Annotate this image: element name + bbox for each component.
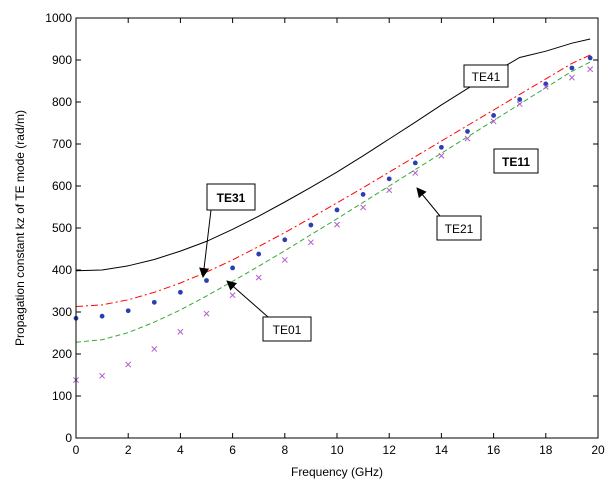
series-te21-point (568, 74, 575, 81)
x-tick-label: 18 (539, 443, 553, 457)
series-te21-point (203, 310, 210, 317)
x-tick-label: 0 (73, 443, 80, 457)
x-tick-label: 20 (591, 443, 605, 457)
y-tick-label: 100 (52, 389, 72, 403)
series-te21-point (99, 372, 106, 379)
series-te41-line (75, 38, 591, 272)
series-te01-point (151, 299, 157, 305)
series-te01-point (491, 113, 496, 118)
series-te01-point (334, 207, 340, 213)
y-tick-label: 200 (52, 347, 72, 361)
x-tick-label: 4 (177, 443, 184, 457)
annotation-te01-label: TE01 (273, 323, 302, 337)
series-te21-point (307, 239, 314, 246)
series-te21-point (125, 361, 132, 368)
x-tick-label: 2 (125, 443, 132, 457)
annotation-te21-label: TE21 (445, 222, 474, 236)
series-te31-line (75, 54, 591, 307)
series-te21-point (490, 118, 497, 125)
x-tick-label: 8 (281, 443, 288, 457)
annotation-te21-leader (416, 187, 441, 217)
series-te21-point (542, 83, 549, 90)
annotation-te11: TE11 (493, 148, 539, 174)
series-te21-point (151, 346, 158, 352)
series-te41 (75, 38, 591, 272)
series-layer (73, 38, 594, 383)
axis-ticks: 0 2 4 6 8 10 12 14 16 18 2001002003004005006007008… (45, 11, 605, 457)
series-te21-point (516, 101, 523, 108)
series-te21-point (464, 135, 471, 142)
x-tick-label: 10 (330, 443, 344, 457)
y-tick-label: 600 (52, 179, 72, 193)
series-te01-point (412, 160, 418, 166)
x-axis-label: Frequency (GHz) (291, 465, 383, 479)
series-te01-point (517, 97, 523, 102)
y-tick-label: 1000 (45, 11, 72, 25)
series-te21 (73, 66, 594, 383)
series-te01-point (386, 176, 392, 182)
series-te01-point (569, 65, 575, 71)
series-te01-point (465, 129, 470, 134)
series-te31 (75, 54, 591, 307)
series-te01-point (256, 251, 262, 257)
series-te01-point (204, 278, 209, 283)
x-tick-label: 14 (435, 443, 449, 457)
annotation-te31-leader (199, 209, 212, 278)
y-tick-label: 700 (52, 137, 72, 151)
series-te01-point (587, 55, 593, 61)
annotation-te21: TE21 (416, 187, 482, 241)
annotation-te31-label: TE31 (217, 191, 246, 205)
series-te01 (73, 55, 593, 321)
y-tick-label: 0 (65, 431, 72, 445)
series-te11 (75, 61, 591, 343)
series-te21-point (229, 292, 236, 299)
y-tick-label: 300 (52, 305, 72, 319)
series-te21-point (177, 328, 184, 335)
series-te01-point (99, 313, 105, 319)
series-te21-point (281, 256, 288, 263)
series-te01-point (282, 237, 288, 243)
annotation-te01: TE01 (226, 280, 312, 342)
y-tick-label: 900 (52, 53, 72, 67)
series-te11-line (75, 61, 591, 343)
y-tick-label: 500 (52, 221, 72, 235)
y-tick-label: 400 (52, 263, 72, 277)
y-axis-label: Propagation constant kz of TE mode (rad/… (13, 110, 27, 346)
series-te01-point (308, 222, 314, 228)
series-te01-point (125, 308, 131, 314)
annotation-te41-label: TE41 (472, 70, 501, 84)
annotation-te11-label: TE11 (502, 155, 530, 169)
series-te21-point (412, 170, 419, 176)
series-te01-point (360, 192, 366, 197)
annotation-te31: TE31 (199, 183, 256, 278)
series-te21-point (360, 204, 367, 211)
x-tick-label: 16 (487, 443, 501, 457)
series-te21-point (438, 152, 445, 159)
x-tick-label: 6 (229, 443, 236, 457)
series-te21-point (587, 66, 594, 73)
series-te21-point (334, 221, 340, 228)
series-te21-point (386, 187, 393, 194)
series-te01-point (230, 265, 236, 271)
annotation-te41: TE41 (463, 64, 509, 88)
annotation-te01-leader (226, 280, 269, 318)
series-te21-point (255, 274, 262, 281)
plot-area-frame (75, 17, 599, 439)
series-te01-point (439, 144, 444, 150)
y-tick-label: 800 (52, 95, 72, 109)
x-tick-label: 12 (383, 443, 397, 457)
series-te01-point (178, 289, 183, 295)
